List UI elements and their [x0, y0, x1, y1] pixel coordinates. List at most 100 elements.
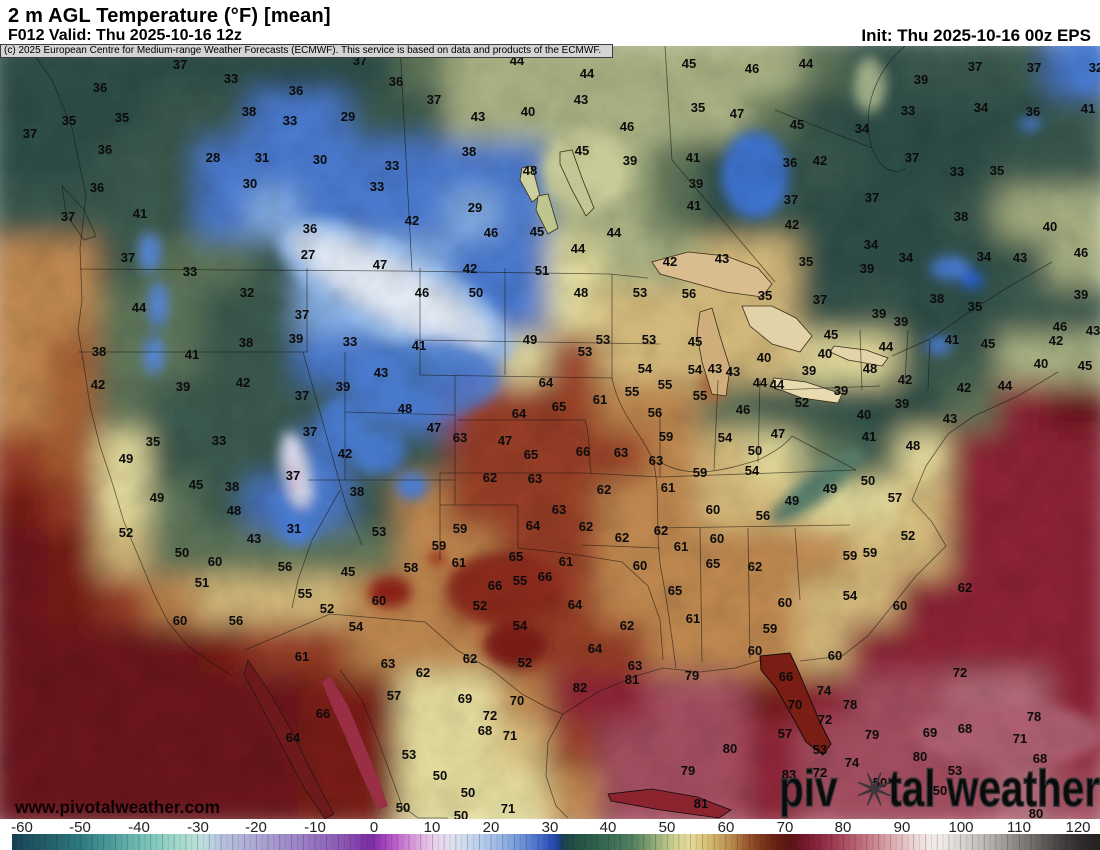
svg-text:58: 58	[404, 560, 418, 575]
svg-text:78: 78	[843, 697, 857, 712]
svg-text:35: 35	[62, 113, 76, 128]
svg-text:37: 37	[295, 307, 309, 322]
svg-text:48: 48	[227, 503, 241, 518]
svg-text:44: 44	[998, 378, 1013, 393]
svg-text:31: 31	[255, 150, 269, 165]
svg-text:65: 65	[552, 399, 566, 414]
svg-text:59: 59	[763, 621, 777, 636]
svg-text:38: 38	[930, 291, 944, 306]
svg-text:39: 39	[1074, 287, 1088, 302]
svg-text:70: 70	[510, 693, 524, 708]
svg-text:52: 52	[320, 601, 334, 616]
svg-text:49: 49	[785, 493, 799, 508]
svg-text:54: 54	[349, 619, 364, 634]
svg-text:54: 54	[688, 362, 703, 377]
svg-text:47: 47	[373, 257, 387, 272]
svg-text:47: 47	[498, 433, 512, 448]
svg-text:48: 48	[398, 401, 412, 416]
svg-text:41: 41	[687, 198, 701, 213]
svg-text:43: 43	[1013, 250, 1027, 265]
svg-text:59: 59	[863, 545, 877, 560]
svg-text:82: 82	[573, 680, 587, 695]
svg-text:39: 39	[894, 314, 908, 329]
svg-text:34: 34	[864, 237, 879, 252]
svg-text:35: 35	[990, 163, 1004, 178]
svg-text:37: 37	[121, 250, 135, 265]
svg-text:56: 56	[648, 405, 662, 420]
svg-text:63: 63	[649, 453, 663, 468]
svg-text:43: 43	[1086, 323, 1100, 338]
svg-text:46: 46	[415, 285, 429, 300]
svg-text:42: 42	[898, 372, 912, 387]
svg-text:61: 61	[674, 539, 688, 554]
svg-text:45: 45	[341, 564, 355, 579]
svg-text:41: 41	[133, 206, 147, 221]
svg-text:43: 43	[943, 411, 957, 426]
svg-text:39: 39	[914, 72, 928, 87]
svg-text:59: 59	[432, 538, 446, 553]
svg-text:49: 49	[523, 332, 537, 347]
svg-text:61: 61	[593, 392, 607, 407]
svg-text:38: 38	[239, 335, 253, 350]
svg-text:52: 52	[795, 395, 809, 410]
svg-text:42: 42	[463, 261, 477, 276]
svg-text:49: 49	[150, 490, 164, 505]
svg-text:80: 80	[1029, 806, 1043, 819]
svg-text:37: 37	[427, 92, 441, 107]
svg-text:56: 56	[229, 613, 243, 628]
svg-text:33: 33	[283, 113, 297, 128]
svg-text:33: 33	[901, 103, 915, 118]
svg-text:56: 56	[278, 559, 292, 574]
svg-text:68: 68	[1033, 751, 1047, 766]
svg-text:60: 60	[633, 558, 647, 573]
svg-text:38: 38	[92, 344, 106, 359]
svg-text:61: 61	[559, 554, 573, 569]
svg-text:34: 34	[977, 249, 992, 264]
svg-text:81: 81	[694, 796, 708, 811]
svg-text:44: 44	[753, 375, 768, 390]
svg-text:44: 44	[879, 339, 894, 354]
svg-text:45: 45	[682, 56, 696, 71]
svg-text:44: 44	[571, 241, 586, 256]
svg-text:60: 60	[372, 593, 386, 608]
svg-text:31: 31	[287, 521, 301, 536]
svg-text:35: 35	[799, 254, 813, 269]
svg-text:80: 80	[723, 741, 737, 756]
svg-text:35: 35	[758, 288, 772, 303]
svg-text:37: 37	[61, 209, 75, 224]
svg-text:39: 39	[623, 153, 637, 168]
svg-text:72: 72	[818, 712, 832, 727]
svg-text:39: 39	[834, 383, 848, 398]
svg-text:30: 30	[243, 176, 257, 191]
svg-text:37: 37	[784, 192, 798, 207]
svg-text:61: 61	[686, 611, 700, 626]
svg-text:41: 41	[1081, 101, 1095, 116]
svg-text:40: 40	[818, 346, 832, 361]
svg-text:36: 36	[303, 221, 317, 236]
svg-text:40: 40	[1043, 219, 1057, 234]
svg-text:53: 53	[948, 763, 962, 778]
svg-text:39: 39	[895, 396, 909, 411]
svg-text:53: 53	[813, 742, 827, 757]
svg-text:45: 45	[530, 224, 544, 239]
svg-text:36: 36	[93, 80, 107, 95]
svg-text:50: 50	[396, 800, 410, 815]
svg-text:44: 44	[799, 56, 814, 71]
svg-text:79: 79	[865, 727, 879, 742]
svg-text:47: 47	[730, 106, 744, 121]
svg-text:49: 49	[823, 481, 837, 496]
svg-text:50: 50	[469, 285, 483, 300]
svg-text:40: 40	[1034, 356, 1048, 371]
svg-text:46: 46	[620, 119, 634, 134]
svg-text:65: 65	[668, 583, 682, 598]
svg-text:72: 72	[813, 765, 827, 780]
svg-text:62: 62	[620, 618, 634, 633]
svg-text:30: 30	[313, 152, 327, 167]
svg-text:53: 53	[633, 285, 647, 300]
svg-text:38: 38	[242, 104, 256, 119]
svg-text:44: 44	[580, 66, 595, 81]
svg-text:43: 43	[708, 361, 722, 376]
svg-text:32: 32	[240, 285, 254, 300]
svg-text:80: 80	[913, 749, 927, 764]
svg-text:60: 60	[778, 595, 792, 610]
